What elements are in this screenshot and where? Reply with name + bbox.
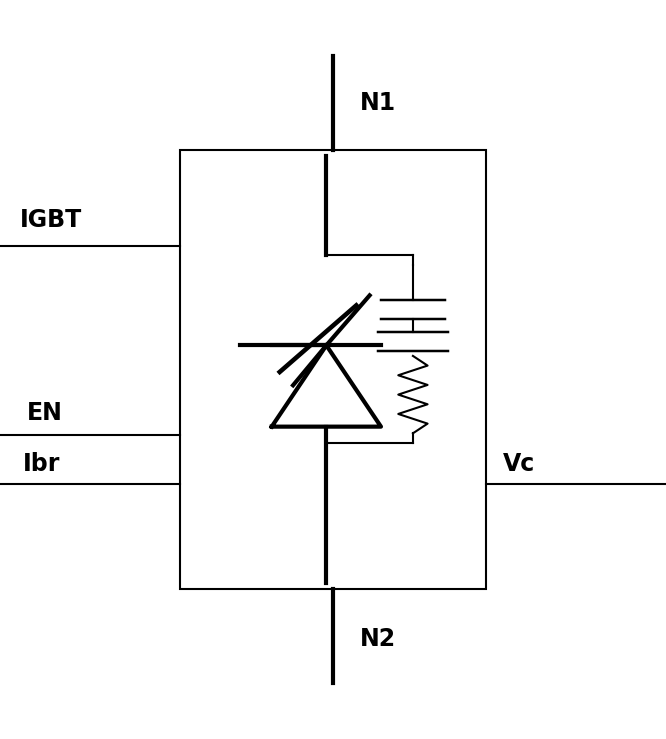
- Bar: [180, 150, 486, 589]
- Text: IGBT: IGBT: [20, 208, 82, 232]
- Text: EN: EN: [27, 401, 63, 426]
- Text: N2: N2: [360, 627, 396, 651]
- Text: Vc: Vc: [503, 452, 535, 476]
- Text: N1: N1: [360, 91, 396, 115]
- Text: Ibr: Ibr: [23, 452, 61, 476]
